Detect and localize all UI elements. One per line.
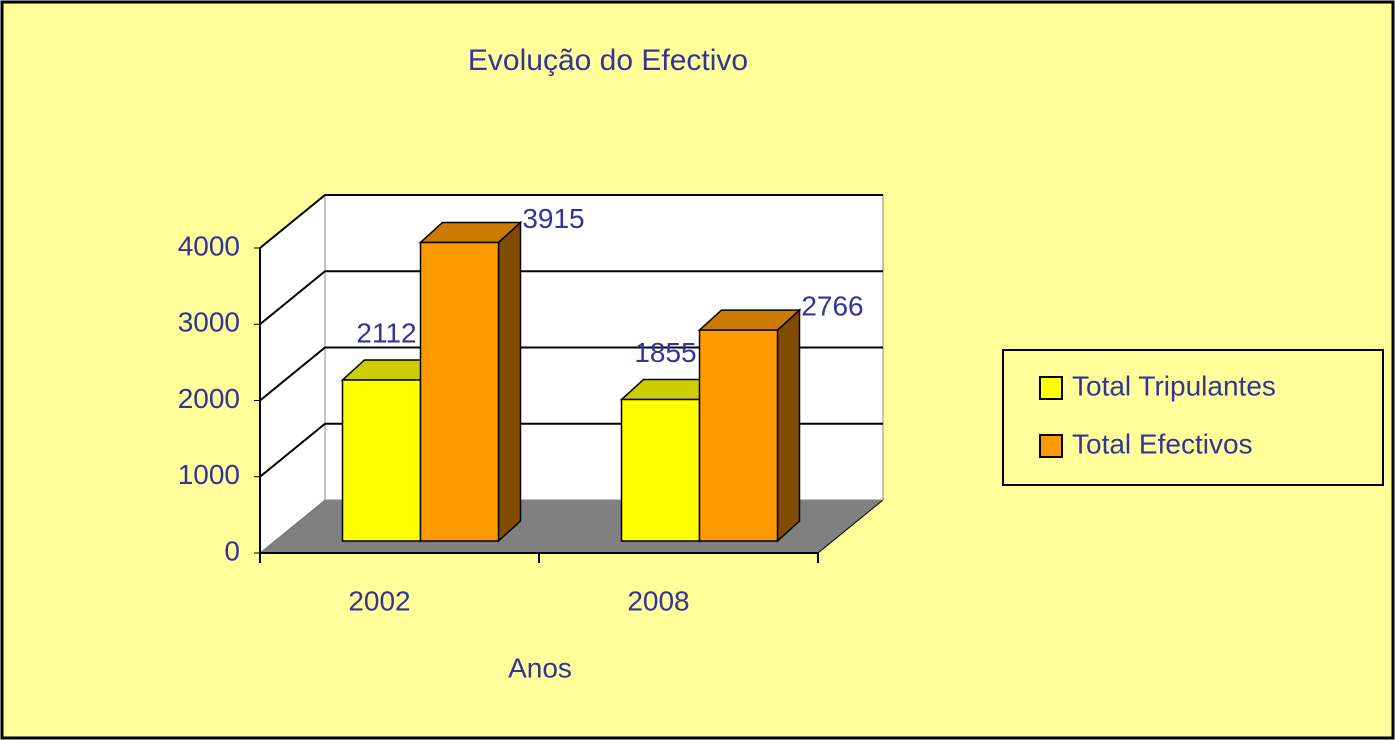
bar-face — [698, 329, 779, 542]
grid-line — [259, 194, 883, 249]
x-axis-title: Anos — [508, 652, 572, 683]
bar-face — [419, 241, 500, 542]
y-tick-label: 4000 — [178, 230, 240, 261]
y-tick-label: 2000 — [178, 383, 240, 414]
y-tick-label: 3000 — [178, 307, 240, 338]
bar — [418, 220, 523, 543]
legend-swatch — [1039, 434, 1063, 458]
x-tick-label: 2008 — [627, 585, 689, 616]
legend-swatch — [1039, 376, 1063, 400]
data-label: 2766 — [801, 290, 863, 321]
y-tick-label: 0 — [224, 535, 240, 566]
y-tick-label: 1000 — [178, 459, 240, 490]
data-label: 2112 — [356, 317, 416, 348]
legend-label: Total Tripulantes — [1072, 370, 1276, 401]
bar-face — [497, 220, 522, 543]
grid-line — [259, 346, 883, 402]
legend-label: Total Efectivos — [1072, 428, 1253, 459]
bar — [697, 308, 802, 543]
legend-box — [1002, 349, 1384, 486]
bar-face — [776, 308, 801, 543]
bar-face — [341, 379, 422, 542]
chart-title: Evolução do Efectivo — [468, 44, 748, 77]
data-label: 1855 — [634, 337, 696, 368]
x-tick-label: 2002 — [348, 585, 410, 616]
data-label: 3915 — [522, 203, 584, 234]
grid-line — [259, 270, 883, 326]
bar-face — [620, 398, 701, 542]
